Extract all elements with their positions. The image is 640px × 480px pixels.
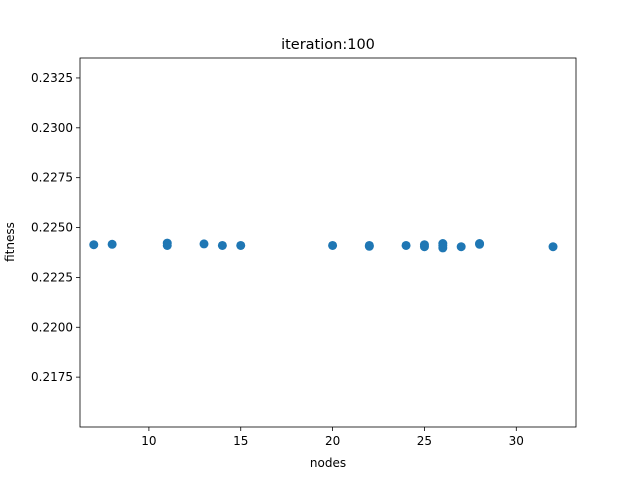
data-points: [89, 238, 558, 253]
y-axis-label: fitness: [3, 222, 17, 262]
data-point: [401, 240, 411, 250]
x-tick-label: 25: [417, 434, 432, 448]
y-tick-label: 0.2200: [31, 320, 73, 334]
x-tick-label: 20: [325, 434, 340, 448]
data-point: [162, 240, 172, 250]
x-axis-label: nodes: [310, 456, 346, 470]
y-axis-ticks: 0.2175 0.2200 0.2225 0.2250 0.2275 0.2300 0.23…: [31, 71, 80, 384]
data-point: [456, 242, 466, 252]
x-axis-ticks: 10 15 20 25 30: [141, 427, 524, 448]
x-tick-label: 30: [509, 434, 524, 448]
data-point: [548, 242, 558, 252]
chart-title: iteration:100: [281, 37, 375, 53]
plot-frame: [79, 57, 577, 428]
data-point: [475, 239, 485, 249]
y-tick-label: 0.2275: [31, 171, 73, 185]
data-point: [419, 242, 429, 252]
data-point: [236, 240, 246, 250]
data-point: [89, 240, 99, 250]
data-point: [364, 241, 374, 251]
x-tick-label: 10: [141, 434, 156, 448]
x-tick-label: 15: [233, 434, 248, 448]
y-tick-label: 0.2325: [31, 71, 73, 85]
y-tick-label: 0.2225: [31, 270, 73, 284]
data-point: [328, 240, 338, 250]
data-point: [217, 240, 227, 250]
data-point: [438, 243, 448, 253]
y-tick-label: 0.2250: [31, 221, 73, 235]
y-tick-label: 0.2175: [31, 370, 73, 384]
y-tick-label: 0.2300: [31, 121, 73, 135]
data-point: [107, 239, 117, 249]
data-point: [199, 239, 209, 249]
